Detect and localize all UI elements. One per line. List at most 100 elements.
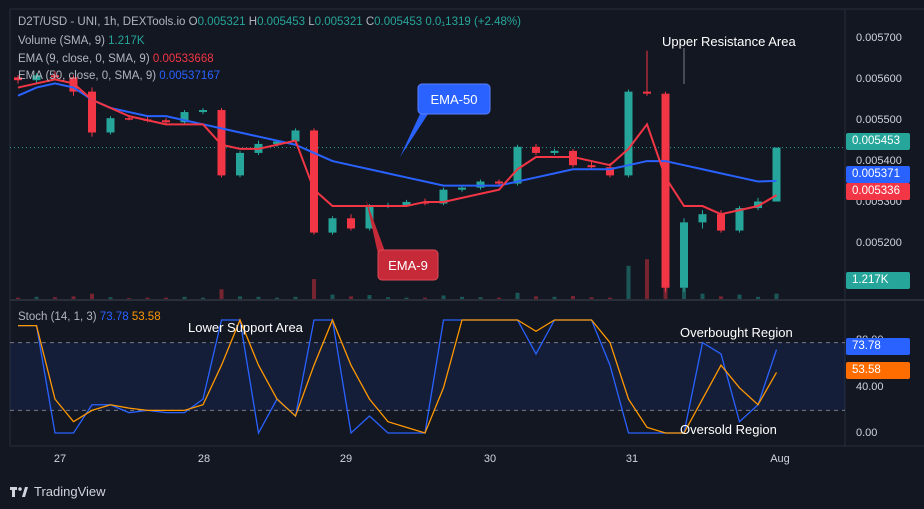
volume-bar	[478, 297, 483, 299]
volume-bar	[386, 297, 390, 299]
ema50-legend: EMA (50, close, 0, SMA, 9) 0.00537167	[18, 69, 220, 84]
time-tick: 28	[197, 453, 211, 465]
candle-body	[550, 150, 559, 153]
stoch-k-badge: 73.78	[846, 338, 910, 355]
ema50-callout	[417, 83, 491, 115]
price-tick: 0.005200	[856, 237, 902, 249]
volume-bar	[404, 297, 409, 299]
volume-bar	[145, 297, 150, 299]
volume-bar	[275, 297, 279, 299]
volume-bar	[256, 296, 261, 299]
ema9-value: 0.00533668	[152, 53, 214, 65]
stoch-legend: Stoch (14, 1, 3) 73.78 53.58	[18, 310, 161, 325]
stoch-k-value: 73.78	[99, 311, 129, 323]
volume-bar	[515, 292, 520, 299]
candle-body	[88, 91, 96, 133]
candle-body	[698, 214, 707, 223]
candle-body	[162, 120, 170, 123]
ema50-value: 0.00537167	[159, 70, 221, 82]
candle-body	[624, 91, 633, 176]
volume-bar	[460, 296, 464, 299]
candle-body	[32, 75, 41, 81]
price-tick: 0.005500	[856, 114, 902, 126]
candle-body	[717, 214, 725, 231]
volume-bar	[441, 295, 446, 299]
close-label: C	[365, 16, 375, 28]
candle-body	[217, 110, 226, 176]
candle-body	[199, 110, 207, 113]
candle-body	[273, 141, 281, 144]
volume-bar	[219, 289, 224, 299]
candle-body	[476, 181, 485, 188]
volume-bar	[330, 294, 335, 299]
candle-body	[14, 77, 22, 81]
volume-bar	[645, 259, 649, 299]
ema9-badge: 0.005336	[846, 183, 910, 200]
tradingview-brand[interactable]: TradingView	[10, 484, 106, 499]
high-value: 0.005453	[257, 16, 306, 28]
volume-bar	[90, 293, 94, 299]
price-tick: 0.005600	[856, 73, 902, 85]
stoch-d-value: 53.58	[131, 311, 161, 323]
change-value: 0.0₁1319 (+2.48%)	[425, 16, 521, 28]
candle-body	[106, 118, 115, 133]
volume-bar	[423, 297, 427, 299]
tradingview-logo-icon	[10, 486, 28, 497]
candle-body	[402, 201, 411, 206]
candle-body	[291, 130, 300, 142]
oversold-label: Oversold Region	[680, 422, 777, 437]
volume-label: Volume (SMA, 9)	[18, 35, 105, 47]
candle-body	[661, 93, 670, 288]
volume-bar	[774, 293, 779, 299]
time-tick: 31	[625, 453, 639, 465]
volume-bar	[182, 296, 187, 299]
ema50-callout-pointer	[400, 114, 428, 157]
time-tick: 27	[53, 453, 67, 465]
candle-body	[180, 112, 189, 123]
stoch-tick: 40.00	[856, 381, 884, 393]
candle-body	[495, 181, 503, 184]
volume-bar	[367, 295, 372, 299]
open-label: O	[188, 16, 198, 28]
brand-label: TradingView	[34, 484, 106, 499]
candle-body	[51, 75, 59, 78]
price-tick: 0.005400	[856, 155, 902, 167]
volume-bar	[312, 279, 316, 299]
volume-bar	[608, 297, 612, 299]
volume-bar	[682, 287, 686, 299]
volume-bar	[127, 298, 131, 299]
volume-bar	[534, 296, 538, 299]
symbol-label: D2T/USD - UNI, 1h, DEXTools.io	[18, 16, 186, 28]
volume-bar	[34, 296, 39, 299]
volume-bar	[737, 294, 742, 299]
stoch-k-line	[18, 319, 778, 435]
candle-body	[125, 118, 133, 120]
ema9-label: EMA (9, close, 0, SMA, 9)	[18, 53, 150, 65]
volume-bar	[719, 296, 723, 299]
volume-bar	[53, 297, 57, 299]
stoch-d-line	[18, 318, 778, 434]
volume-bar	[293, 296, 298, 299]
candle-body	[680, 222, 688, 288]
volume-bar	[349, 296, 353, 299]
ema9-callout-label: EMA-9	[388, 258, 428, 273]
candle-body	[735, 208, 744, 231]
low-value: 0.005321	[314, 16, 363, 28]
volume-bar	[201, 297, 205, 299]
volume-bar	[552, 296, 557, 299]
volume-bar	[108, 297, 113, 299]
volume-value: 1.217K	[108, 35, 145, 47]
time-tick: 30	[483, 453, 497, 465]
ema50-line	[17, 82, 777, 187]
open-value: 0.005321	[197, 16, 246, 28]
volume-bar	[16, 297, 20, 299]
stoch-d-badge: 53.58	[846, 362, 910, 379]
candle-body	[347, 218, 355, 229]
upper-resistance-label: Upper Resistance Area	[662, 34, 796, 49]
lower-support-label: Lower Support Area	[188, 320, 303, 335]
ema9-legend: EMA (9, close, 0, SMA, 9) 0.00533668	[18, 52, 214, 67]
candle-body	[458, 187, 466, 190]
candle-body	[587, 165, 596, 168]
ema9-callout	[377, 249, 439, 281]
